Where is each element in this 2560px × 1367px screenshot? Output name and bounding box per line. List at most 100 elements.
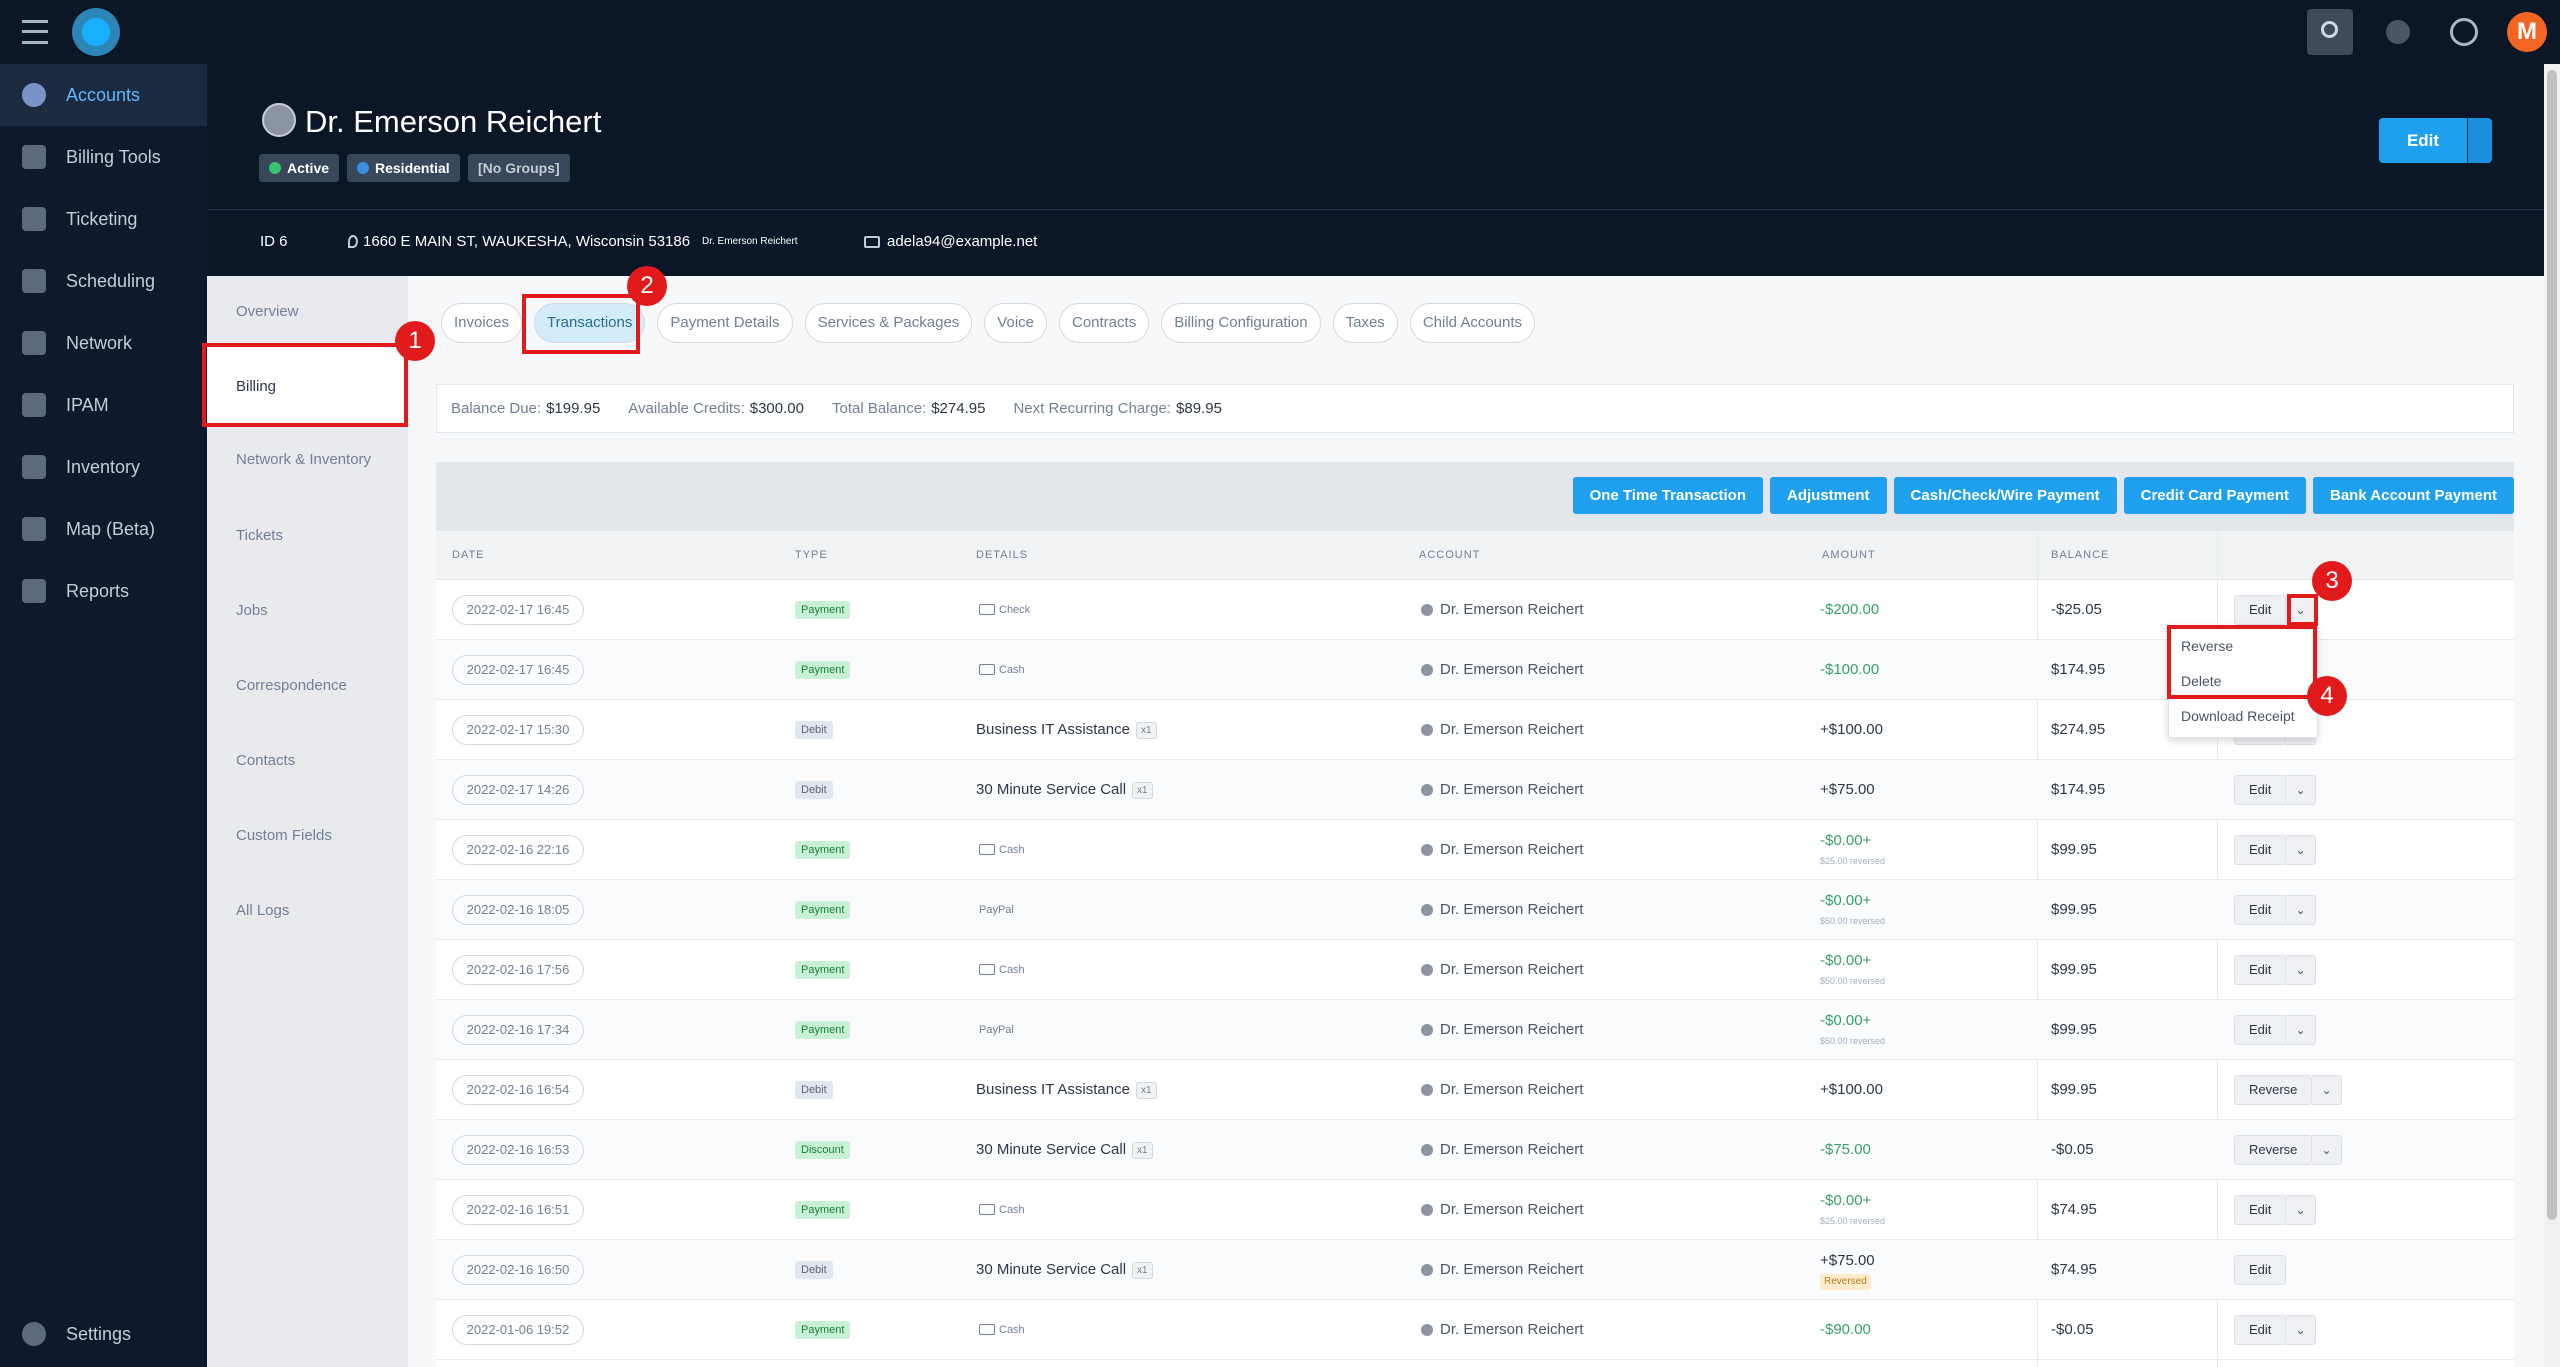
column-header: DATE: [452, 549, 485, 561]
dropdown-item[interactable]: Reverse: [2181, 638, 2234, 654]
action-button[interactable]: One Time Transaction: [1572, 477, 1764, 514]
help-button[interactable]: [2386, 20, 2410, 44]
row-action[interactable]: Edit: [2234, 1315, 2287, 1345]
amount: -$200.00: [1820, 601, 1880, 618]
type-pill: Debit: [795, 1081, 833, 1099]
sub-nav-item[interactable]: Correspondence: [236, 677, 347, 694]
sidebar-item[interactable]: Reports: [66, 581, 130, 601]
row-action[interactable]: Reverse: [2234, 1075, 2313, 1105]
account[interactable]: Dr. Emerson Reichert: [1440, 721, 1584, 738]
row-action[interactable]: Reverse: [2234, 1135, 2313, 1165]
account[interactable]: Dr. Emerson Reichert: [1440, 901, 1584, 918]
method: Check: [999, 604, 1031, 616]
action-button[interactable]: Adjustment: [1770, 477, 1887, 514]
row-action[interactable]: Edit: [2234, 835, 2287, 865]
tab[interactable]: Child Accounts: [1409, 303, 1536, 343]
edit-caret[interactable]: [2468, 118, 2492, 163]
account[interactable]: Dr. Emerson Reichert: [1440, 661, 1584, 678]
sidebar-item[interactable]: Inventory: [66, 457, 141, 477]
sidebar-item[interactable]: Network: [66, 333, 133, 353]
row-action[interactable]: Edit: [2234, 1015, 2287, 1045]
row-action[interactable]: Edit: [2234, 595, 2287, 625]
account[interactable]: Dr. Emerson Reichert: [1440, 1081, 1584, 1098]
tab[interactable]: Voice: [984, 303, 1047, 343]
account[interactable]: Dr. Emerson Reichert: [1440, 1021, 1584, 1038]
edit-button[interactable]: Edit: [2379, 118, 2467, 163]
account[interactable]: Dr. Emerson Reichert: [1440, 1141, 1584, 1158]
dropdown-item[interactable]: Delete: [2181, 673, 2222, 689]
row-action[interactable]: Edit: [2234, 775, 2287, 805]
qty-badge: x1: [1132, 1262, 1153, 1279]
tab[interactable]: Contracts: [1059, 303, 1150, 343]
sub-nav-item[interactable]: Network & Inventory: [236, 451, 372, 468]
date-pill: 2022-02-16 16:54: [452, 1075, 584, 1105]
sub-nav-item[interactable]: All Logs: [236, 902, 290, 919]
sub-nav-item[interactable]: Custom Fields: [236, 827, 332, 844]
tab[interactable]: Billing Configuration: [1161, 303, 1321, 343]
scrollbar-thumb[interactable]: [2547, 70, 2557, 1220]
row-action[interactable]: Edit: [2234, 895, 2287, 925]
method-icon: [979, 604, 995, 615]
account[interactable]: Dr. Emerson Reichert: [1440, 961, 1584, 978]
tab[interactable]: Payment Details: [657, 303, 793, 343]
column-header: DETAILS: [976, 549, 1029, 561]
tab[interactable]: Services & Packages: [804, 303, 973, 343]
amount: -$0.00+: [1820, 832, 1872, 849]
sub-nav-item[interactable]: Tickets: [236, 527, 283, 544]
row-caret[interactable]: ⌄: [2286, 1195, 2316, 1225]
tab[interactable]: Transactions: [534, 303, 646, 343]
account[interactable]: Dr. Emerson Reichert: [1440, 841, 1584, 858]
balance: $99.95: [2051, 961, 2097, 978]
menu-button[interactable]: [22, 20, 48, 44]
balance-item: Total Balance: $274.95: [832, 400, 985, 417]
method-icon: [979, 964, 995, 975]
sidebar-item[interactable]: Billing Tools: [66, 147, 161, 167]
sub-nav-item[interactable]: Overview: [236, 303, 299, 320]
user-avatar[interactable]: M: [2507, 12, 2547, 52]
sub-nav-item[interactable]: Contacts: [236, 752, 296, 769]
row-action[interactable]: Edit: [2234, 1255, 2287, 1285]
info-email: adela94@example.net: [887, 233, 1038, 250]
sub-nav-item[interactable]: Jobs: [236, 602, 268, 619]
row-caret[interactable]: ⌄: [2286, 835, 2316, 865]
row-action[interactable]: Edit: [2234, 1195, 2287, 1225]
account-icon: [1421, 964, 1433, 976]
sidebar-icon: [22, 393, 46, 417]
dropdown-item[interactable]: Download Receipt: [2181, 708, 2295, 724]
sidebar-icon: [22, 269, 46, 293]
action-button[interactable]: Credit Card Payment: [2123, 477, 2306, 514]
sidebar-item[interactable]: Map (Beta): [66, 519, 156, 539]
row-caret[interactable]: ⌄: [2286, 775, 2316, 805]
sidebar-footer[interactable]: Settings: [66, 1324, 132, 1344]
account[interactable]: Dr. Emerson Reichert: [1440, 601, 1584, 618]
sidebar-item[interactable]: IPAM: [66, 395, 109, 415]
row-caret[interactable]: ⌄: [2312, 1135, 2342, 1165]
row-caret[interactable]: ⌄: [2286, 1015, 2316, 1045]
row-caret[interactable]: ⌄: [2286, 1315, 2316, 1345]
sidebar-icon: [22, 207, 46, 231]
row-caret[interactable]: ⌄: [2312, 1075, 2342, 1105]
account-icon: [1421, 1144, 1433, 1156]
history-button[interactable]: [2450, 18, 2478, 46]
sidebar-item[interactable]: Accounts: [66, 85, 141, 105]
column-divider: [2217, 531, 2218, 1367]
row-action[interactable]: Edit: [2234, 955, 2287, 985]
account[interactable]: Dr. Emerson Reichert: [1440, 1201, 1584, 1218]
balance: $99.95: [2051, 1081, 2097, 1098]
account[interactable]: Dr. Emerson Reichert: [1440, 781, 1584, 798]
tab[interactable]: Invoices: [441, 303, 523, 343]
date-pill: 2022-02-16 18:05: [452, 895, 584, 925]
sidebar-item[interactable]: Ticketing: [66, 209, 138, 229]
action-button[interactable]: Bank Account Payment: [2313, 477, 2514, 514]
type-pill: Payment: [795, 961, 851, 979]
account[interactable]: Dr. Emerson Reichert: [1440, 1321, 1584, 1338]
tab[interactable]: Taxes: [1332, 303, 1398, 343]
action-button[interactable]: Cash/Check/Wire Payment: [1893, 477, 2117, 514]
sidebar-item[interactable]: Scheduling: [66, 271, 156, 291]
account[interactable]: Dr. Emerson Reichert: [1440, 1261, 1584, 1278]
account-icon: [1421, 604, 1433, 616]
sub-nav-item[interactable]: Billing: [236, 378, 277, 395]
row-caret[interactable]: ⌄: [2286, 955, 2316, 985]
method: PayPal: [979, 904, 1014, 916]
row-caret[interactable]: ⌄: [2286, 895, 2316, 925]
